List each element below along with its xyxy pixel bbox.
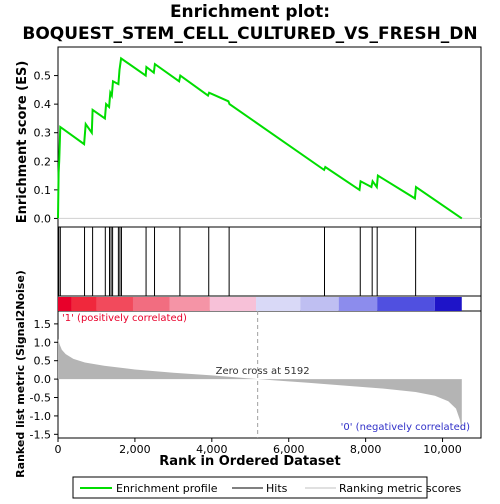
colorbar-segment: [169, 297, 210, 311]
colorbar-segment: [71, 297, 97, 311]
colorbar-segment: [209, 297, 257, 311]
positive-correlation-label: '1' (positively correlated): [62, 313, 187, 324]
hits-panel-frame: [57, 226, 482, 297]
x-tick-label: 6,000: [273, 443, 305, 456]
es-y-tick-label: 0.2: [34, 155, 52, 168]
es-y-tick-label: 0.5: [34, 70, 52, 83]
colorbar-segment: [377, 297, 435, 311]
rank-metric-y-axis: -1.5 -1.0 -0.5 0.0 0.5 1.0 1.5: [30, 318, 58, 441]
ranking-metric-area: [58, 338, 462, 431]
legend-hits-label: Hits: [266, 482, 288, 495]
colorbar-segment: [256, 297, 301, 311]
x-tick-label: 10,000: [423, 443, 462, 456]
es-panel-frame: [57, 46, 482, 228]
colorbar-segment: [300, 297, 339, 311]
x-axis-label: Rank in Ordered Dataset: [159, 454, 340, 469]
es-y-axis: 0.0 0.1 0.2 0.3 0.4 0.5: [34, 70, 58, 225]
rank-colorbar: [58, 297, 462, 311]
hits-marks: [58, 227, 417, 296]
colorbar-segment: [132, 297, 170, 311]
x-tick-label: 2,000: [119, 443, 151, 456]
colorbar-segment: [96, 297, 133, 311]
negative-correlation-label: '0' (negatively correlated): [341, 422, 470, 433]
rank-metric-y-tick-label: 1.5: [34, 318, 52, 331]
legend-enrichment-label: Enrichment profile: [116, 482, 218, 495]
rank-metric-y-tick-label: 0.0: [34, 373, 52, 386]
rank-metric-y-tick-label: 0.5: [34, 355, 52, 368]
es-y-tick-label: 0.1: [34, 184, 52, 197]
zero-cross-label: Zero cross at 5192: [216, 366, 310, 377]
rank-metric-y-tick-label: 1.0: [34, 336, 52, 349]
x-tick-label: 0: [55, 443, 62, 456]
es-y-tick-label: 0.3: [34, 127, 52, 140]
x-axis: 0 2,000 4,000 6,000 8,000 10,000: [55, 438, 462, 456]
colorbar-segment: [338, 297, 378, 311]
rank-metric-y-tick-label: -1.0: [30, 410, 51, 423]
colorbar-segment: [58, 297, 72, 311]
rank-metric-y-tick-label: -0.5: [30, 392, 51, 405]
rank-metric-y-tick-label: -1.5: [30, 428, 51, 441]
es-y-axis-label: Enrichment score (ES): [15, 61, 30, 224]
colorbar-segment: [434, 297, 462, 311]
rank-metric-y-axis-label: Ranked list metric (Signal2Noise): [14, 270, 27, 478]
enrichment-profile-line: [57, 56, 463, 220]
chart-title-line-2: BOQUEST_STEM_CELL_CULTURED_VS_FRESH_DN: [22, 24, 477, 44]
x-tick-label: 4,000: [196, 443, 228, 456]
es-y-tick-label: 0.4: [34, 98, 52, 111]
chart-title-line-1: Enrichment plot:: [170, 2, 330, 22]
es-y-tick-label: 0.0: [34, 212, 52, 225]
legend-ranking-label: Ranking metric scores: [339, 482, 461, 495]
x-tick-label: 8,000: [350, 443, 382, 456]
